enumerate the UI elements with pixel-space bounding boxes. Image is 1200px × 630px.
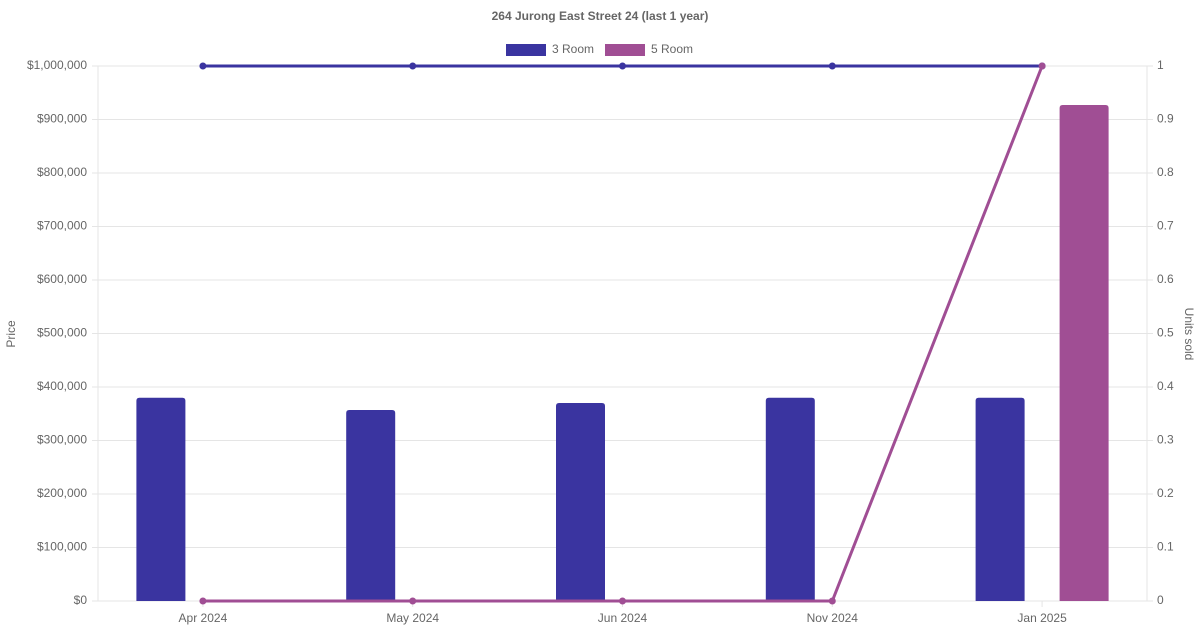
y-tick-label: $100,000 [37,540,87,554]
bar [975,397,1025,601]
units-point [409,62,417,70]
legend-swatch [506,44,546,56]
legend-label: 3 Room [552,42,594,56]
y2-tick-label: 0.7 [1157,219,1174,233]
y2-axis-label: Units sold [1182,308,1196,361]
y-tick-label: $200,000 [37,486,87,500]
y-tick-label: $1,000,000 [27,58,87,72]
bar [136,397,186,601]
y2-tick-label: 0.4 [1157,379,1174,393]
y-tick-label: $300,000 [37,433,87,447]
units-point [199,62,207,70]
legend-swatch [605,44,645,56]
chart-title: 264 Jurong East Street 24 (last 1 year) [492,9,709,23]
y2-tick-label: 0.5 [1157,326,1174,340]
y-axis-label: Price [4,320,18,348]
x-tick-label: Apr 2024 [179,611,228,625]
x-tick-label: May 2024 [386,611,439,625]
bar [1059,105,1109,602]
y2-tick-label: 0.3 [1157,433,1174,447]
y2-tick-label: 0.1 [1157,540,1174,554]
y-tick-label: $800,000 [37,165,87,179]
units-point [619,597,626,605]
y-tick-label: $0 [74,593,88,607]
x-tick-label: Nov 2024 [807,611,859,625]
y2-tick-label: 0.2 [1157,486,1174,500]
y-tick-label: $900,000 [37,112,87,126]
bar [765,397,815,601]
y2-tick-label: 0.9 [1157,112,1174,126]
y2-tick-label: 0 [1157,593,1164,607]
units-point [199,597,207,605]
y-tick-label: $700,000 [37,219,87,233]
bar [556,403,605,601]
x-tick-label: Jan 2025 [1017,611,1067,625]
x-tick-label: Jun 2024 [598,611,648,625]
units-point [828,62,836,70]
y-tick-label: $600,000 [37,272,87,286]
y2-tick-label: 0.8 [1157,165,1174,179]
y2-tick-label: 0.6 [1157,272,1174,286]
y2-tick-label: 1 [1157,58,1164,72]
bar [346,410,396,601]
units-point [828,597,836,605]
units-point [409,597,417,605]
y-tick-label: $500,000 [37,326,87,340]
legend-label: 5 Room [651,42,693,56]
y-tick-label: $400,000 [37,379,87,393]
units-point [619,62,626,70]
units-point [1038,62,1046,70]
